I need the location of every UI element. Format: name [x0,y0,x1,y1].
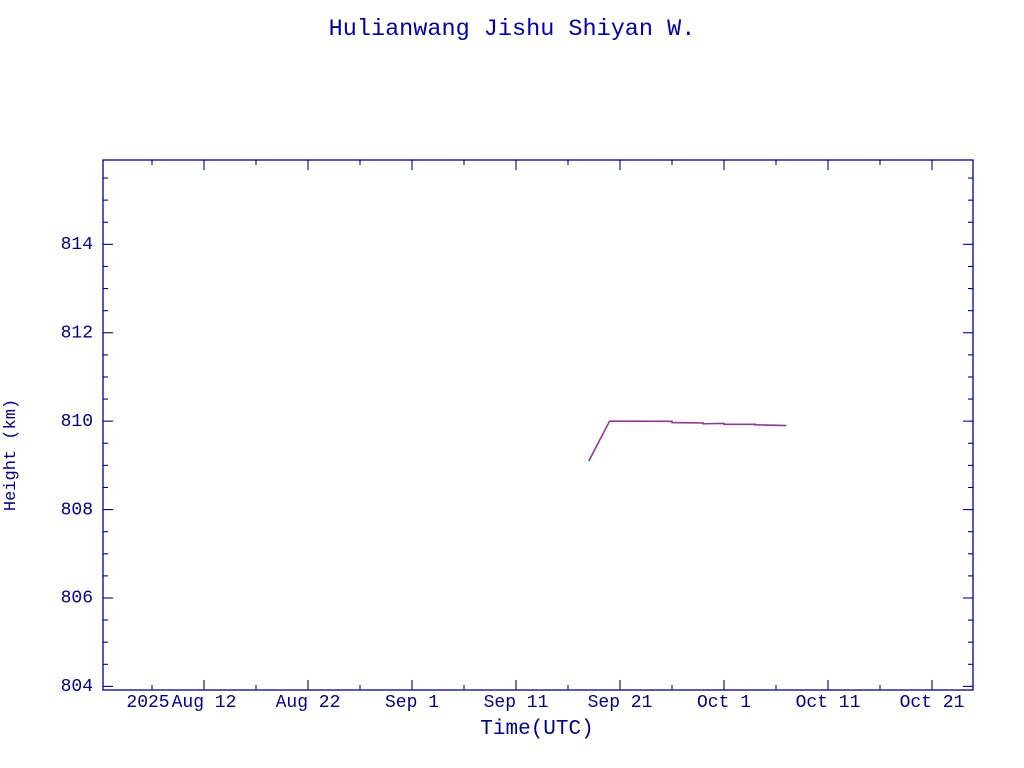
svg-text:Aug 12: Aug 12 [172,693,237,713]
svg-text:806: 806 [61,589,93,609]
svg-text:Oct 21: Oct 21 [900,693,965,713]
svg-text:810: 810 [61,412,93,432]
svg-text:814: 814 [61,235,93,255]
svg-text:Sep 11: Sep 11 [484,693,549,713]
svg-text:812: 812 [61,324,93,344]
svg-text:Aug 22: Aug 22 [276,693,341,713]
svg-text:Oct 11: Oct 11 [796,693,861,713]
svg-text:804: 804 [61,677,93,697]
svg-text:Sep 21: Sep 21 [588,693,653,713]
svg-text:2025: 2025 [126,693,169,713]
svg-text:Oct 1: Oct 1 [697,693,751,713]
svg-text:Height (km): Height (km) [2,399,21,511]
svg-text:808: 808 [61,500,93,520]
svg-text:Sep 1: Sep 1 [385,693,439,713]
